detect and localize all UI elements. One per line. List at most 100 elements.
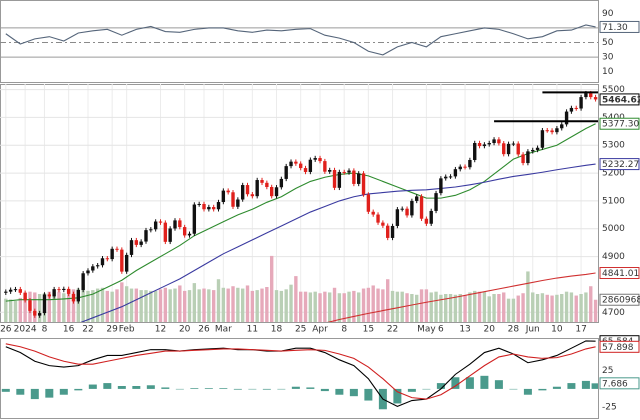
candle-body [197,203,201,205]
candle-body [240,185,245,200]
volume-bar [511,298,516,322]
volume-bar [473,290,477,322]
volume-bar [91,290,95,322]
x-tick-label: 26 [0,325,12,335]
candle-body [231,192,235,207]
volume-bar [526,271,530,322]
candle-body [124,254,129,272]
candle-body [91,266,95,271]
candle-body [376,214,380,223]
candle-body [105,258,110,260]
y-tick-label: 10 [602,67,614,77]
x-tick-label: 15 [363,325,374,335]
x-tick-label: Mar [215,325,232,335]
x-tick-label: Feb [119,325,135,335]
candle-body [448,176,453,178]
candle-body [487,143,491,145]
candle-body [284,166,288,179]
y-tick-label: 50 [602,38,614,48]
histogram-bar [45,388,54,398]
candle-body [211,207,216,210]
volume-bar [144,290,148,322]
value-box-label: 7.686 [602,379,628,389]
candle-body [497,139,501,144]
volume-bar [284,289,288,322]
candle-body [76,289,81,302]
value-box [599,20,640,33]
volume-bar [71,289,76,322]
volume-bar [468,292,472,322]
histogram-bar [567,383,576,389]
candle-body [357,173,361,184]
histogram-bar [233,388,242,390]
candle-body [308,159,313,172]
candle-body [139,241,143,245]
candle-body [129,240,134,255]
volume-bar [444,294,448,322]
candle-body [8,289,13,292]
candle-body [216,202,221,210]
candle-body [182,227,187,236]
value-box-label: 4841.01 [602,269,639,279]
candle-body [473,143,477,160]
volume-bar [211,290,216,322]
volume-bar [95,288,100,322]
candle-body [245,185,250,195]
candle-body [415,196,419,201]
volume-bar [178,285,182,322]
value-box [599,340,640,353]
volume-bar [424,289,429,322]
volume-bar [405,293,409,322]
volume-bar [168,289,172,322]
volume-bar [415,294,419,322]
candle-body [574,107,578,109]
volume-bar [361,288,366,322]
candle-body [52,289,56,297]
volume-bar [502,292,506,322]
series-line [5,340,596,407]
macd-panel [0,338,599,419]
candle-body [395,209,400,226]
histogram-bar [190,388,199,389]
x-tick-label: 22 [387,325,398,335]
volume-bar [313,291,317,322]
candle-body [303,168,308,172]
histogram-bar [1,388,10,392]
candle-body [207,207,211,210]
value-box [599,377,640,390]
candle-body [144,230,148,242]
volume-bar [274,290,279,322]
candle-body [526,151,530,164]
volume-bar [279,290,284,322]
volume-bar [332,287,337,322]
volume-bar [33,292,37,322]
histogram-bar [591,383,598,389]
x-tick-label: 28 [508,325,520,335]
candle-body [168,228,172,242]
volume-bar [482,291,487,322]
histogram-bar [509,388,518,390]
candle-body [555,128,559,133]
candle-body [584,93,588,98]
candle-body [274,187,279,197]
candle-body [390,225,395,238]
candle-body [439,178,443,194]
volume-bar [439,294,443,322]
volume-bar [13,301,18,322]
histogram-bar [88,384,97,389]
volume-bar [323,291,327,322]
candle-body [400,208,404,210]
candle-body [149,229,153,231]
candle-body [86,270,90,274]
candle-body [110,248,114,260]
histogram-bar [59,388,68,395]
candle-body [492,139,496,144]
volume-bar [579,294,583,322]
volume-bar [37,294,42,322]
x-tick-label: 20 [179,325,191,335]
volume-bar [289,284,293,322]
volume-bar [477,291,482,322]
candle-body [134,240,139,245]
volume-bar [163,287,168,322]
candle-body [313,158,317,160]
